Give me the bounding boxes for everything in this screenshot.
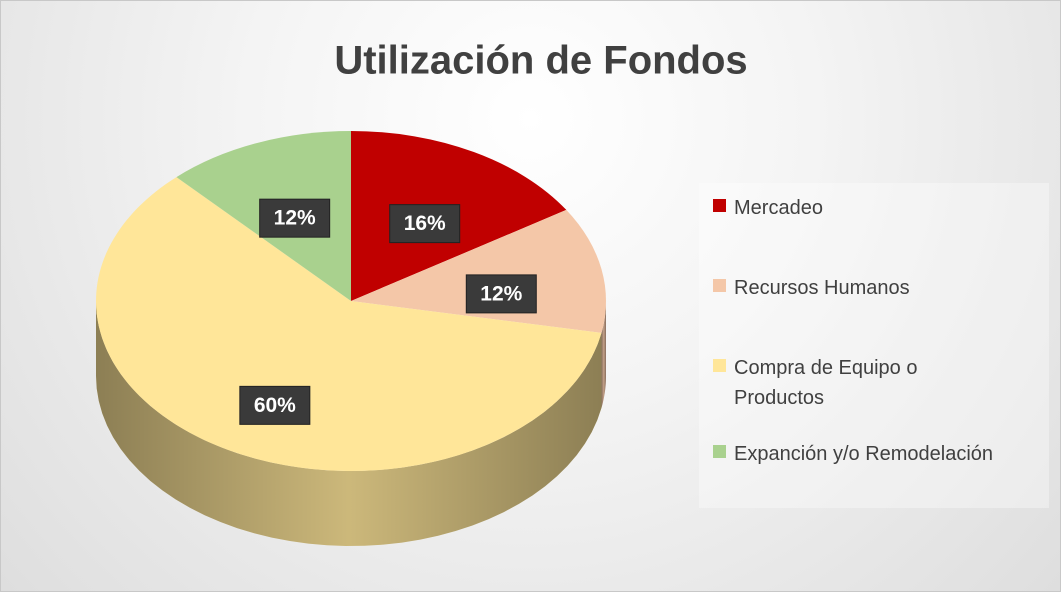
data-label: 60% xyxy=(254,394,296,417)
label-box xyxy=(259,198,331,238)
slice-side-shade xyxy=(601,301,606,408)
legend-swatch xyxy=(713,359,726,372)
legend-swatch xyxy=(713,279,726,292)
slice-side-group xyxy=(96,301,602,546)
legend-swatch xyxy=(713,445,726,458)
data-label: 12% xyxy=(274,207,316,230)
slice xyxy=(96,177,602,471)
legend-label: Compra de Equipo o Productos xyxy=(734,357,918,409)
legend-item: Mercadeo xyxy=(713,193,1049,273)
pie: 16% 12% 60% 12% xyxy=(96,131,607,546)
legend-label: Mercadeo xyxy=(734,197,823,219)
data-label: 16% xyxy=(404,212,446,235)
label-box xyxy=(389,204,461,244)
slice-side-shade xyxy=(96,301,602,546)
label-box xyxy=(465,274,537,314)
legend-item: Recursos Humanos xyxy=(713,273,1049,353)
data-label: 12% xyxy=(480,282,522,305)
slice xyxy=(351,209,607,333)
legend-item: Expanción y/o Remodelación xyxy=(713,439,1049,519)
legend-label: Recursos Humanos xyxy=(734,277,910,299)
label-box xyxy=(239,385,311,425)
legend: Mercadeo Recursos Humanos Compra de Equipo… xyxy=(699,183,1049,508)
legend-label: Expanción y/o Remodelación xyxy=(734,443,994,465)
legend-swatch xyxy=(713,199,726,212)
slice-side-group xyxy=(601,301,606,408)
legend-item: Compra de Equipo o Productos xyxy=(713,353,1049,439)
chart-title: Utilización de Fondos xyxy=(334,39,747,83)
